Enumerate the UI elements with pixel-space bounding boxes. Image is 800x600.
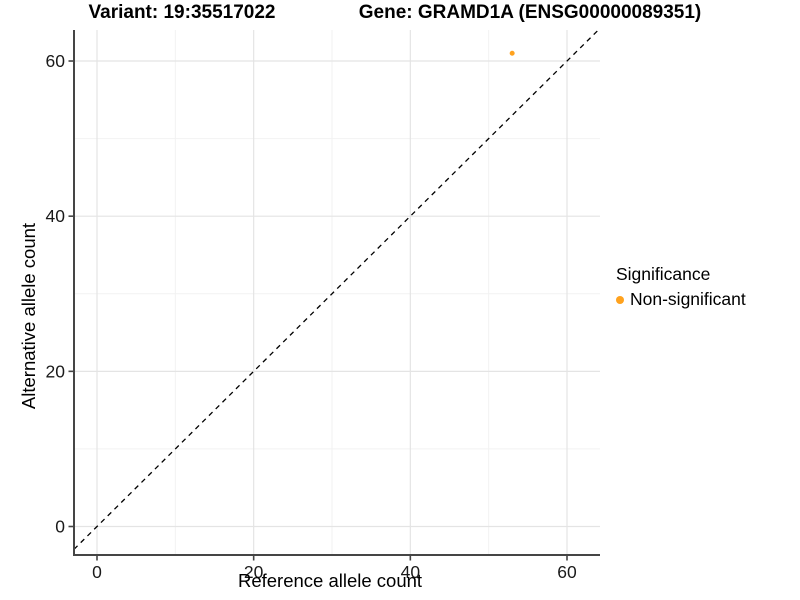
- x-tick-label: 40: [401, 562, 421, 582]
- x-tick-label: 0: [92, 562, 102, 582]
- y-tick-label: 20: [46, 361, 66, 381]
- legend-key-dot-icon: [616, 295, 624, 304]
- legend: Significance Non-significant: [616, 264, 746, 310]
- x-tick-label: 60: [557, 562, 577, 582]
- x-tick-label: 20: [244, 562, 264, 582]
- data-point: [509, 50, 515, 56]
- plot-title-gene: Gene: GRAMD1A (ENSG00000089351): [358, 2, 702, 23]
- y-tick-label: 60: [46, 51, 66, 71]
- y-tick-label: 0: [55, 517, 65, 537]
- legend-title: Significance: [616, 264, 711, 284]
- plot-title-variant: Variant: 19:35517022: [88, 2, 276, 23]
- y-axis-label: Alternative allele count: [18, 222, 39, 410]
- x-axis-label: Reference allele count: [237, 570, 423, 591]
- identity-line: [73, 29, 599, 550]
- legend-item-label: Non-significant: [630, 289, 746, 309]
- legend-item-non-significant: Non-significant: [616, 289, 746, 310]
- y-tick-label: 40: [46, 206, 66, 226]
